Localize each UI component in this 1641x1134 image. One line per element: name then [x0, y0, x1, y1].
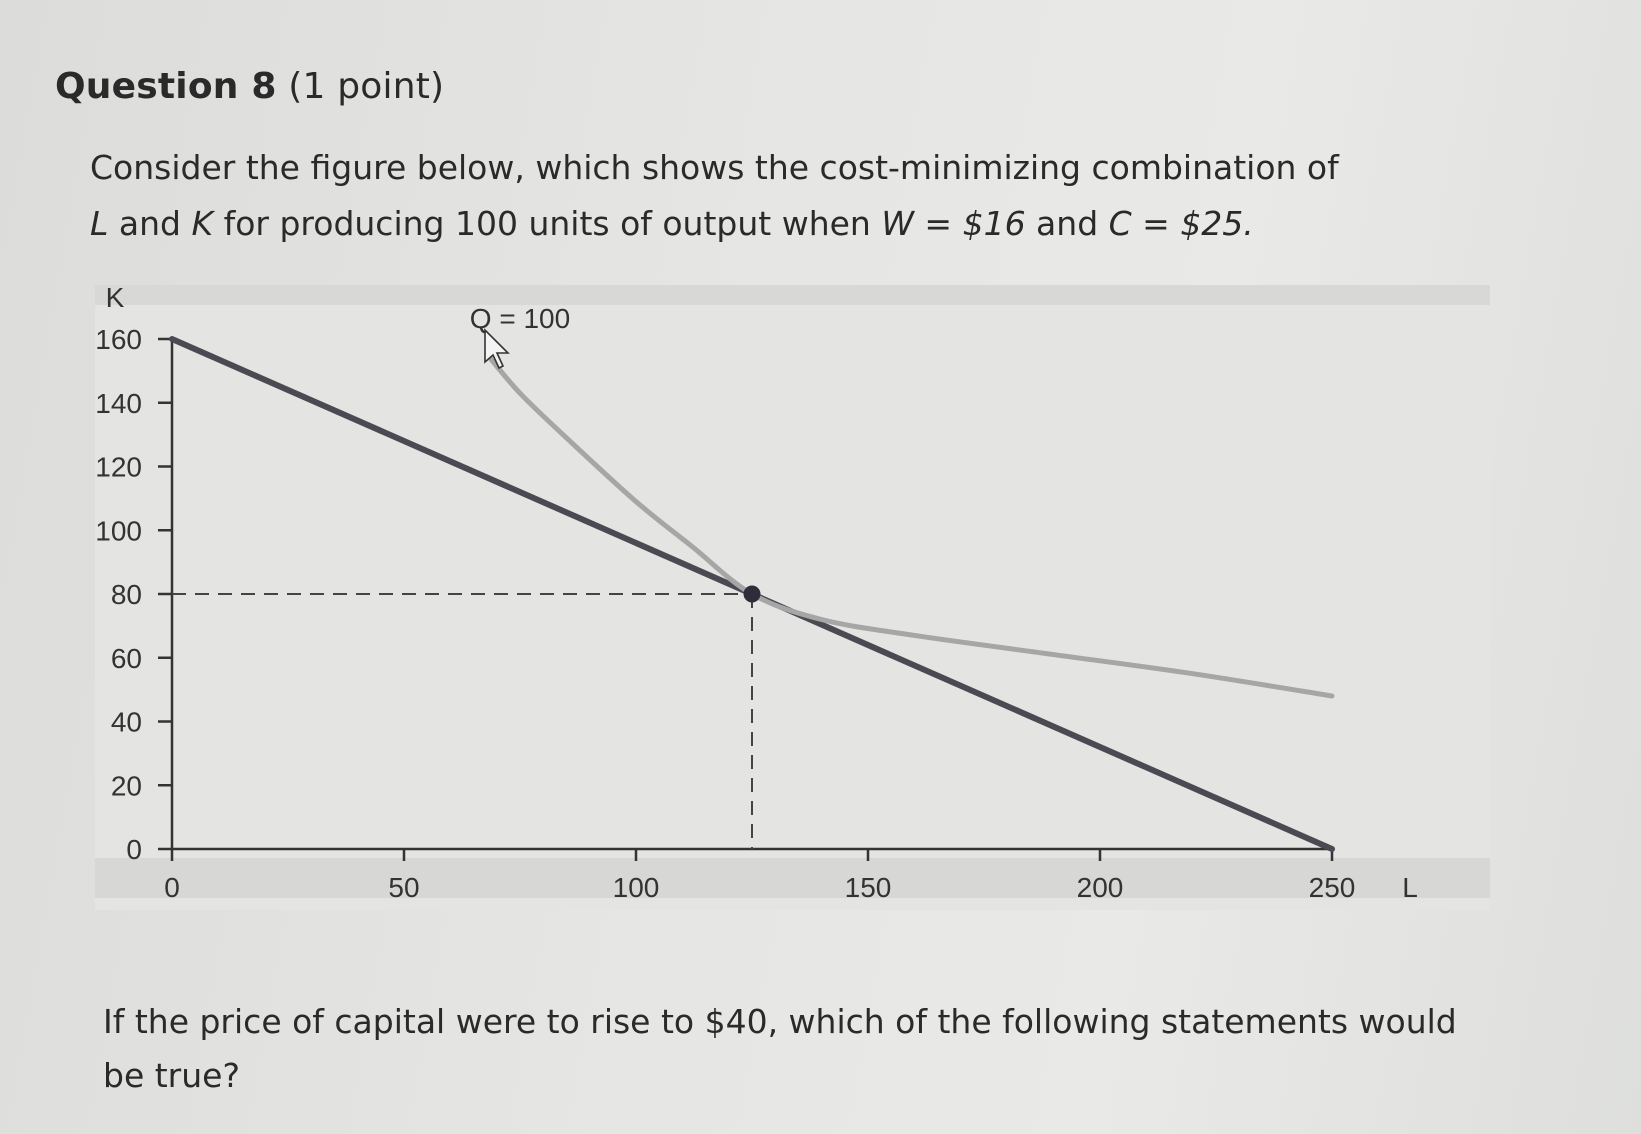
isoquant-curve	[485, 352, 1335, 699]
axes: 0 20 40 60 80 100 120 140 160 0 50 100 150 200 250	[95, 324, 1355, 903]
x-tick-label: 200	[1077, 872, 1124, 903]
prompt-var-l: L	[90, 204, 109, 243]
cursor-arrow	[484, 328, 510, 370]
prompt-wage: W = $16	[881, 204, 1026, 243]
question-prompt: Consider the figure below, which shows t…	[90, 140, 1470, 252]
y-tick-label: 140	[95, 388, 142, 419]
question-points: (1 point)	[288, 66, 445, 107]
question-header: Question 8 (1 point)	[55, 66, 444, 107]
x-tick-label: 150	[845, 872, 892, 903]
y-tick-label: 120	[95, 452, 142, 483]
x-axis-label: L	[1402, 872, 1418, 903]
y-tick-label: 80	[111, 579, 142, 610]
guide-lines	[172, 593, 753, 849]
figure-background	[95, 285, 1490, 910]
optimum-point	[743, 585, 761, 603]
isoquant-label: Q = 100	[470, 303, 570, 334]
chart-labels: K L Q = 100	[106, 282, 1418, 903]
x-tick-label: 0	[164, 872, 180, 903]
y-tick-label: 60	[111, 643, 142, 674]
prompt-text-2: for producing 100 units of output when	[213, 204, 882, 243]
followup-question: If the price of capital were to rise to …	[103, 1002, 1457, 1095]
y-tick-label: 40	[111, 707, 142, 738]
prompt-and-1: and	[108, 204, 192, 243]
prompt-and-2: and	[1025, 204, 1109, 243]
x-tick-label: 50	[388, 872, 419, 903]
prompt-var-k: K	[191, 204, 214, 243]
x-tick-label: 100	[613, 872, 660, 903]
x-tick-label: 250	[1309, 872, 1356, 903]
y-tick-label: 0	[126, 834, 142, 865]
mouse-cursor-icon	[484, 328, 510, 370]
prompt-text-1: Consider the figure below, which shows t…	[90, 148, 1339, 187]
prompt-capital-cost: C = $25.	[1108, 204, 1254, 243]
y-tick-label: 20	[111, 770, 142, 801]
question-title: Question 8	[55, 66, 277, 107]
chart-series	[169, 336, 1335, 852]
y-tick-label: 100	[95, 515, 142, 546]
y-axis-label: K	[106, 282, 125, 313]
y-tick-label: 160	[95, 324, 142, 355]
isoquant-isocost-chart: 0 20 40 60 80 100 120 140 160 0 50 100 150 200 250 K L Q…	[95, 282, 1418, 903]
